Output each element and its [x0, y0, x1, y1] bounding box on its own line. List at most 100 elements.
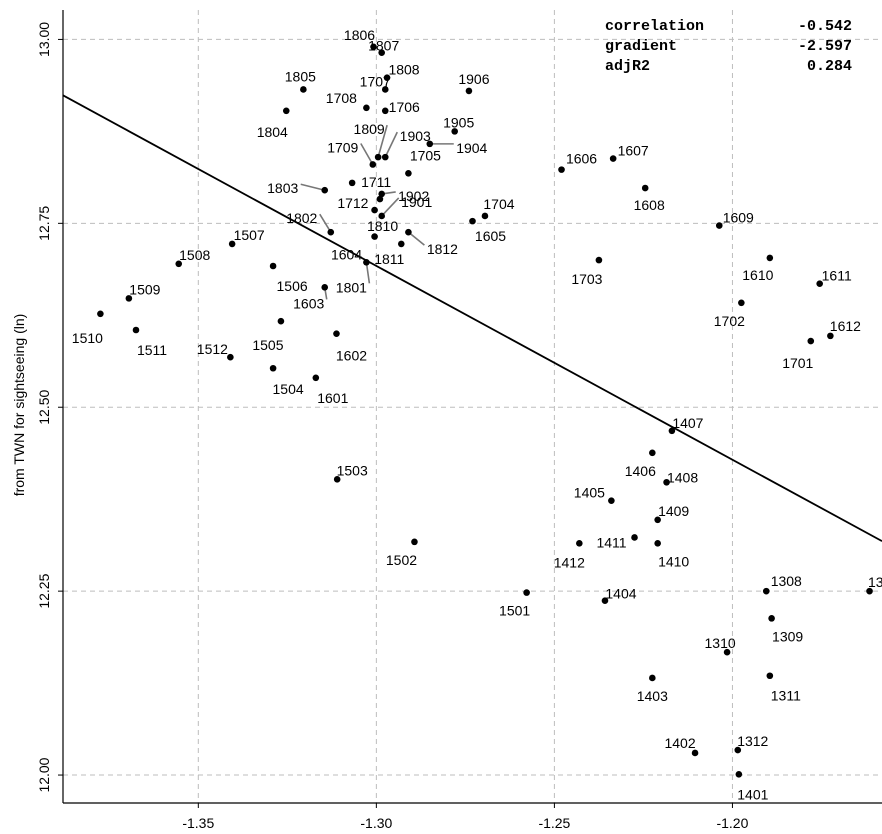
data-point [735, 771, 743, 778]
point-label: 1411 [596, 534, 626, 550]
data-point [411, 538, 418, 546]
label-leader [319, 213, 332, 233]
point-label: 1401 [737, 786, 768, 802]
point-label: 1509 [129, 281, 160, 297]
data-point [558, 166, 565, 173]
point-label: 1507 [234, 227, 265, 243]
data-point [766, 254, 774, 262]
point-label: 1812 [427, 241, 458, 257]
x-tick-label: -1.30 [360, 815, 392, 831]
point-label: 1308 [771, 573, 802, 589]
stat-name: adjR2 [605, 58, 650, 75]
point-label: 1703 [571, 271, 602, 287]
data-point [766, 672, 774, 680]
y-tick-label: 12.00 [36, 757, 52, 792]
data-point [370, 43, 377, 51]
data-point [654, 516, 661, 524]
data-point [175, 260, 183, 268]
point-label: 1506 [277, 278, 308, 294]
point-label: 1906 [458, 71, 489, 87]
point-label: 1608 [634, 197, 665, 213]
point-label: 1612 [830, 318, 861, 334]
point-label: 1712 [337, 195, 368, 211]
data-point [363, 259, 370, 266]
label-leader [407, 231, 425, 246]
data-point [321, 186, 329, 194]
y-tick-label: 12.50 [36, 390, 52, 425]
point-label: 1802 [286, 210, 317, 226]
data-point [807, 337, 815, 345]
data-point [451, 128, 458, 135]
label-leader [360, 143, 374, 165]
point-label: 1408 [667, 469, 698, 485]
data-point [378, 190, 385, 198]
point-label: 1307 [868, 574, 882, 590]
data-point [523, 589, 530, 596]
data-point [228, 240, 236, 248]
point-label: 1801 [336, 279, 367, 295]
data-point [576, 540, 583, 547]
point-label: 1901 [401, 194, 432, 210]
point-label: 1811 [374, 251, 404, 267]
data-point [649, 449, 656, 457]
point-label: 1405 [574, 485, 605, 501]
point-label: 1705 [410, 147, 441, 163]
data-point [691, 749, 699, 757]
data-point [723, 648, 731, 656]
label-leader [377, 124, 388, 158]
point-label: 1604 [331, 247, 362, 263]
point-label: 1902 [398, 188, 429, 204]
point-label: 1410 [658, 553, 689, 569]
point-label: 1808 [388, 62, 419, 78]
data-point [371, 206, 378, 214]
point-label: 1504 [273, 381, 304, 397]
data-point [649, 674, 656, 682]
point-label: 1810 [367, 218, 398, 234]
point-label: 1412 [554, 554, 585, 570]
data-point [608, 497, 615, 504]
label-leader [381, 197, 400, 217]
data-point [405, 228, 412, 236]
label-leader [365, 262, 371, 284]
x-tick-label: -1.25 [538, 815, 570, 831]
point-label: 1501 [499, 603, 530, 619]
point-label: 1309 [772, 628, 803, 644]
data-point [715, 222, 723, 229]
axes [58, 10, 882, 808]
data-point [866, 587, 873, 595]
data-point [227, 353, 234, 361]
stat-value: -2.597 [798, 38, 852, 55]
point-label: 1407 [672, 415, 703, 431]
data-point [327, 228, 335, 236]
data-point [333, 476, 341, 483]
point-label: 1512 [197, 341, 228, 357]
data-point [405, 170, 412, 177]
y-tick-label: 13.00 [36, 22, 52, 57]
data-point [609, 155, 617, 162]
tick-labels: -1.35 -1.30 -1.25 -1.20 12.00 12.25 12.50 12.75… [36, 22, 749, 831]
point-label: 1805 [285, 68, 316, 84]
data-point [595, 256, 603, 264]
data-point [734, 746, 742, 754]
point-label: 1605 [475, 228, 506, 244]
point-label: 1510 [72, 330, 103, 346]
data-point [321, 284, 329, 291]
data-point [768, 615, 775, 622]
point-label: 1610 [742, 267, 773, 283]
point-label: 1809 [354, 121, 385, 137]
data-point [371, 233, 378, 240]
point-label: 1606 [566, 151, 597, 167]
data-point [269, 262, 277, 270]
label-leader [384, 131, 398, 158]
stat-value: -0.542 [798, 18, 852, 35]
point-label: 1505 [252, 337, 283, 353]
data-point [277, 317, 285, 325]
stat-name: gradient [605, 38, 677, 55]
data-point [97, 310, 104, 318]
data-point [827, 332, 834, 340]
data-point [469, 217, 476, 225]
data-point [378, 49, 385, 56]
stats-box: correlation -0.542 gradient -2.597 adjR2 0.28… [605, 18, 852, 75]
